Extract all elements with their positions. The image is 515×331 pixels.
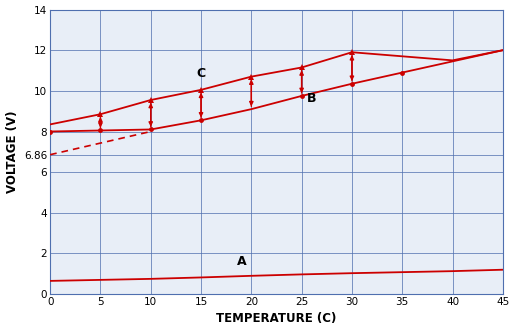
Text: C: C [196,67,205,80]
Y-axis label: VOLTAGE (V): VOLTAGE (V) [6,111,19,193]
X-axis label: TEMPERATURE (C): TEMPERATURE (C) [216,312,337,325]
Text: A: A [236,255,246,268]
Text: B: B [307,92,316,105]
